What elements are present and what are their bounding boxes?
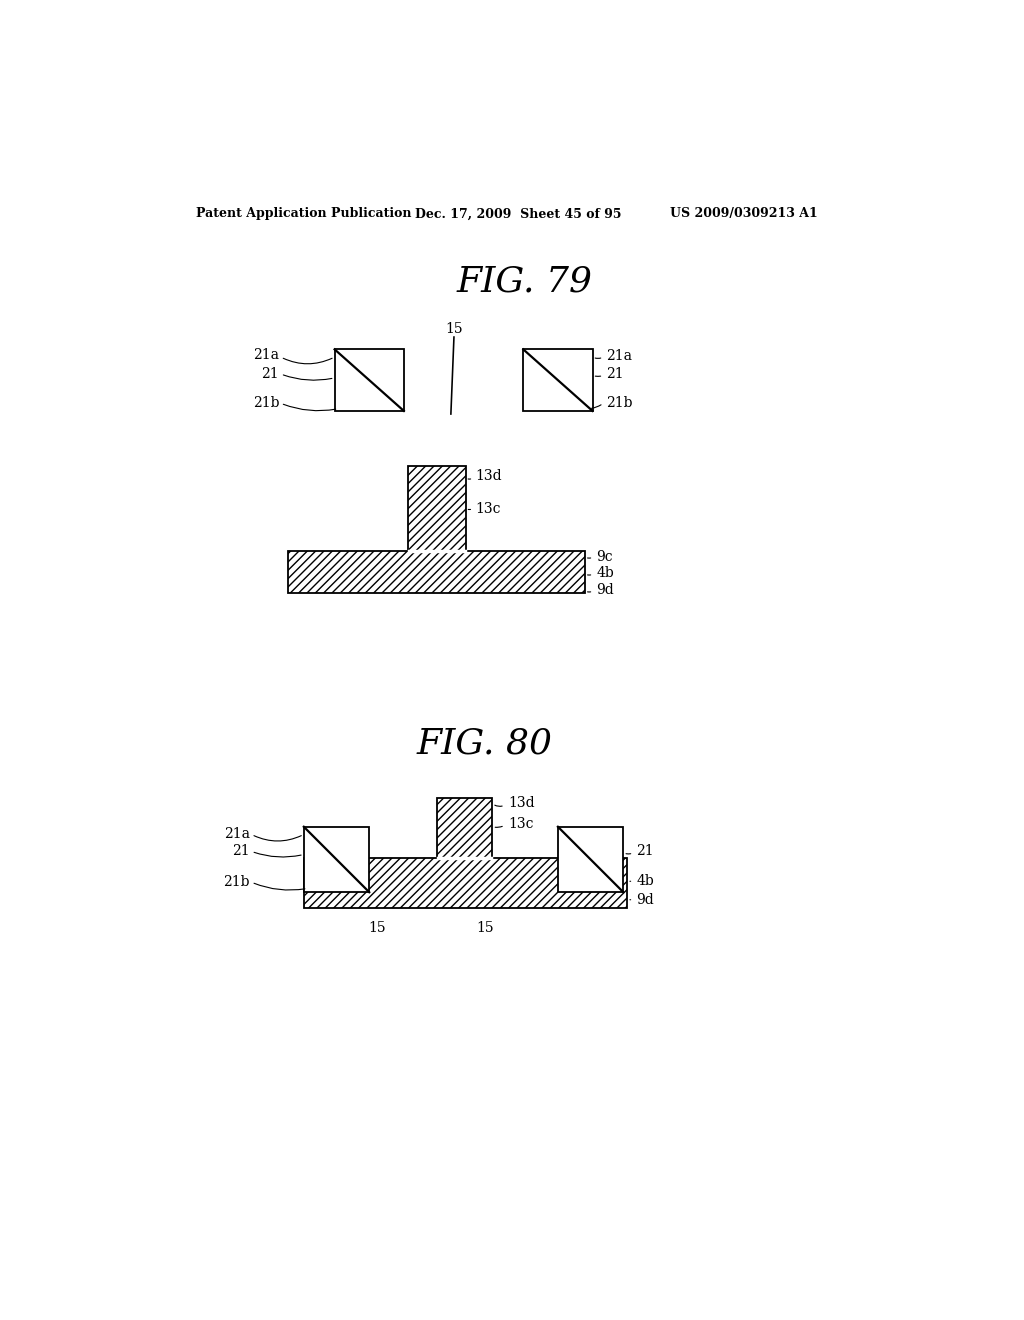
Text: 9d: 9d bbox=[637, 892, 654, 907]
Text: FIG. 80: FIG. 80 bbox=[417, 726, 553, 760]
Text: Patent Application Publication: Patent Application Publication bbox=[196, 207, 412, 220]
Bar bbox=[304, 858, 628, 908]
Text: 21a: 21a bbox=[224, 828, 250, 841]
Text: 21a: 21a bbox=[606, 348, 633, 363]
Text: US 2009/0309213 A1: US 2009/0309213 A1 bbox=[670, 207, 817, 220]
Text: 13c: 13c bbox=[475, 502, 501, 516]
Text: 4b: 4b bbox=[637, 874, 654, 887]
Text: 13d: 13d bbox=[508, 796, 535, 810]
Bar bbox=[289, 552, 585, 594]
Text: Dec. 17, 2009  Sheet 45 of 95: Dec. 17, 2009 Sheet 45 of 95 bbox=[416, 207, 622, 220]
Text: 9c: 9c bbox=[596, 550, 613, 564]
Text: 21: 21 bbox=[637, 845, 654, 858]
Text: 21: 21 bbox=[606, 367, 624, 381]
Bar bbox=[437, 797, 493, 858]
Text: FIG. 79: FIG. 79 bbox=[457, 264, 593, 298]
Text: 21b: 21b bbox=[606, 396, 633, 411]
Text: 9d: 9d bbox=[596, 583, 614, 598]
Text: 21b: 21b bbox=[223, 875, 250, 890]
Text: 21: 21 bbox=[232, 845, 250, 858]
Text: 15: 15 bbox=[445, 322, 463, 337]
Text: 21: 21 bbox=[261, 367, 280, 381]
Text: 4b: 4b bbox=[596, 566, 614, 581]
Bar bbox=[335, 350, 403, 411]
Text: 21a: 21a bbox=[253, 347, 280, 362]
Bar bbox=[523, 350, 593, 411]
Bar bbox=[408, 466, 466, 552]
Text: 13d: 13d bbox=[475, 470, 502, 483]
Text: 15: 15 bbox=[369, 921, 386, 936]
Text: 21b: 21b bbox=[253, 396, 280, 411]
Bar bbox=[304, 826, 370, 892]
Text: 15: 15 bbox=[476, 921, 494, 936]
Text: 13c: 13c bbox=[508, 817, 534, 832]
Bar bbox=[558, 826, 624, 892]
